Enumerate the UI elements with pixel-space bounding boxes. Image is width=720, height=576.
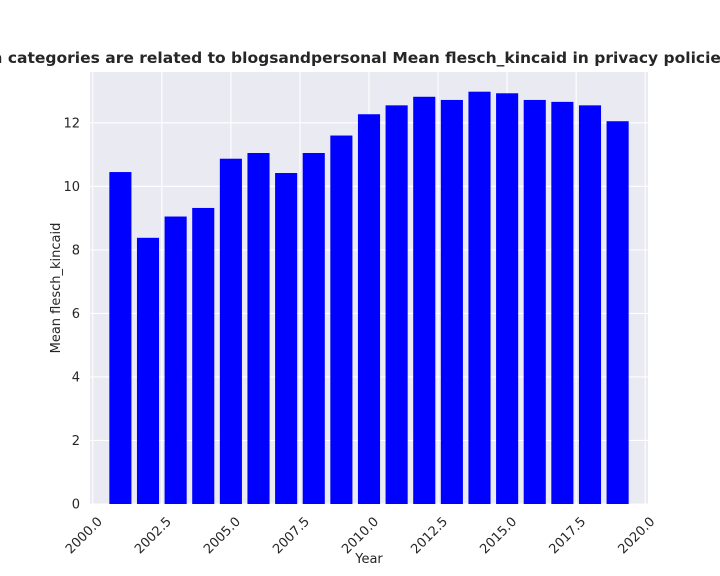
y-tick-label: 10: [63, 180, 80, 195]
bar-2005: [219, 158, 242, 504]
y-tick-label: 0: [72, 498, 80, 513]
bar-2018: [578, 105, 602, 505]
bar-2019: [606, 121, 629, 504]
x-tick-label: 2010.0: [339, 514, 382, 557]
x-tick-label: 2015.0: [477, 514, 520, 557]
bar-2003: [164, 216, 187, 504]
x-tick-label: 2020.0: [616, 514, 659, 557]
x-tick-labels: 2000.0 2002.5 2005.0 2007.5 2010.0 2012.5 2015…: [63, 514, 658, 557]
x-tick-label: 2007.5: [270, 514, 313, 557]
bar-2011: [385, 105, 408, 505]
x-tick-label: 2017.5: [546, 514, 589, 557]
y-tick-labels: 0 2 4 6 8 10 12: [63, 116, 80, 512]
bar-2012: [413, 96, 436, 504]
bar-2004: [192, 207, 215, 504]
chart-title: when categories are related to blogsandp…: [0, 49, 720, 67]
y-axis-label: Mean flesch_kincaid: [49, 223, 64, 354]
y-tick-label: 6: [72, 307, 80, 322]
bar-2016: [523, 99, 546, 504]
x-axis-label: Year: [354, 552, 383, 567]
bars: [109, 91, 629, 505]
bar-2017: [551, 101, 574, 504]
bar-2007: [275, 173, 298, 504]
y-tick-label: 8: [72, 243, 80, 258]
y-tick-label: 12: [63, 116, 80, 131]
x-tick-label: 2000.0: [63, 514, 106, 557]
x-tick-label: 2002.5: [132, 514, 175, 557]
bar-2014: [468, 91, 491, 504]
y-tick-label: 4: [72, 370, 80, 385]
bar-2015: [496, 93, 519, 505]
bar-2008: [302, 153, 325, 504]
x-tick-label: 2012.5: [408, 514, 451, 557]
y-tick-label: 2: [72, 434, 80, 449]
x-tick-label: 2005.0: [201, 514, 244, 557]
bar-2002: [136, 237, 160, 504]
bar-2013: [440, 99, 463, 504]
bar-2009: [330, 135, 353, 504]
bar-2006: [247, 153, 270, 504]
bar-2010: [357, 114, 381, 504]
bar-2001: [109, 172, 132, 504]
